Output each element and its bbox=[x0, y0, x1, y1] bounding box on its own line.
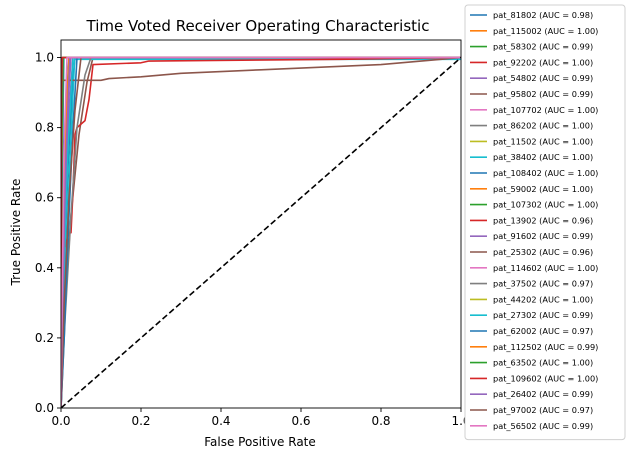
legend-entry: pat_109602 (AUC = 1.00) bbox=[493, 373, 598, 383]
legend: pat_81802 (AUC = 0.98) pat_115002 (AUC = … bbox=[464, 4, 626, 441]
axes: 0.0 0.2 0.4 0.6 0.8 1.00.00.20.40.60.81.0 bbox=[35, 39, 471, 428]
legend-entry: pat_91602 (AUC = 0.99) bbox=[493, 231, 593, 241]
x-tick-label: 0.4 bbox=[211, 414, 230, 428]
legend-entry: pat_54802 (AUC = 0.99) bbox=[493, 73, 593, 83]
legend-entry: pat_81802 (AUC = 0.98) bbox=[493, 10, 593, 20]
legend-entry: pat_59002 (AUC = 1.00) bbox=[493, 184, 593, 194]
legend-entry: pat_63502 (AUC = 1.00) bbox=[493, 358, 593, 368]
legend-entry: pat_86202 (AUC = 1.00) bbox=[493, 121, 593, 131]
x-tick-label: 0.8 bbox=[371, 414, 390, 428]
legend-entry: pat_38402 (AUC = 1.00) bbox=[493, 152, 593, 162]
x-tick-label: 0.2 bbox=[131, 414, 150, 428]
legend-entry: pat_13902 (AUC = 0.96) bbox=[493, 215, 593, 225]
y-tick-label: 1.0 bbox=[35, 51, 54, 65]
legend-entry: pat_114602 (AUC = 1.00) bbox=[493, 263, 598, 273]
x-axis-label: False Positive Rate bbox=[204, 435, 316, 449]
legend-entry: pat_37502 (AUC = 0.97) bbox=[493, 279, 593, 289]
chart-title: Time Voted Receiver Operating Characteri… bbox=[86, 17, 430, 35]
y-tick-label: 0.4 bbox=[35, 261, 54, 275]
x-tick-label: 0.0 bbox=[51, 414, 70, 428]
legend-entry: pat_107702 (AUC = 1.00) bbox=[493, 105, 598, 115]
legend-entry: pat_27302 (AUC = 0.99) bbox=[493, 310, 593, 320]
legend-entry: pat_92202 (AUC = 1.00) bbox=[493, 57, 593, 67]
legend-entry: pat_62002 (AUC = 0.97) bbox=[493, 326, 593, 336]
legend-entry: pat_26402 (AUC = 0.99) bbox=[493, 389, 593, 399]
legend-entry: pat_25302 (AUC = 0.96) bbox=[493, 247, 593, 257]
legend-entry: pat_44202 (AUC = 1.00) bbox=[493, 294, 593, 304]
y-tick-label: 0.6 bbox=[35, 191, 54, 205]
legend-entry: pat_97002 (AUC = 0.97) bbox=[493, 405, 593, 415]
y-tick-label: 0.8 bbox=[35, 121, 54, 135]
legend-entry: pat_107302 (AUC = 1.00) bbox=[493, 200, 598, 210]
y-tick-label: 0.0 bbox=[35, 401, 54, 415]
series-line-pat-56502 bbox=[61, 56, 461, 408]
legend-entry: pat_58302 (AUC = 0.99) bbox=[493, 42, 593, 52]
legend-entry: pat_112502 (AUC = 0.99) bbox=[493, 342, 598, 352]
legend-entry: pat_11502 (AUC = 1.00) bbox=[493, 136, 593, 146]
axes-frame bbox=[60, 39, 462, 409]
x-tick-label: 0.6 bbox=[291, 414, 310, 428]
legend-entry: pat_115002 (AUC = 1.00) bbox=[493, 26, 598, 36]
legend-entry: pat_56502 (AUC = 0.99) bbox=[493, 421, 593, 431]
reference-diagonal-line bbox=[61, 56, 461, 408]
legend-entry: pat_108402 (AUC = 1.00) bbox=[493, 168, 598, 178]
y-tick-label: 0.2 bbox=[35, 331, 54, 345]
series-line-pat-25302 bbox=[61, 56, 461, 408]
legend-entry: pat_95802 (AUC = 0.99) bbox=[493, 89, 593, 99]
legend-box bbox=[464, 4, 626, 441]
y-axis-label: True Positive Rate bbox=[9, 179, 23, 287]
